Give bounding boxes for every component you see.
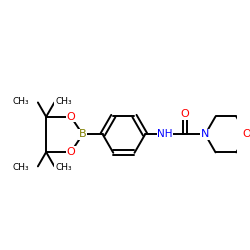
Text: CH₃: CH₃ [55, 97, 72, 106]
Text: B: B [79, 130, 86, 140]
Text: CH₃: CH₃ [12, 97, 29, 106]
Text: CH₃: CH₃ [12, 163, 29, 172]
Text: O: O [181, 110, 190, 120]
Text: O: O [66, 147, 75, 157]
Text: NH: NH [157, 130, 173, 140]
Text: O: O [66, 112, 75, 122]
Text: CH₃: CH₃ [55, 163, 72, 172]
Text: N: N [201, 130, 209, 140]
Text: O: O [242, 130, 250, 140]
